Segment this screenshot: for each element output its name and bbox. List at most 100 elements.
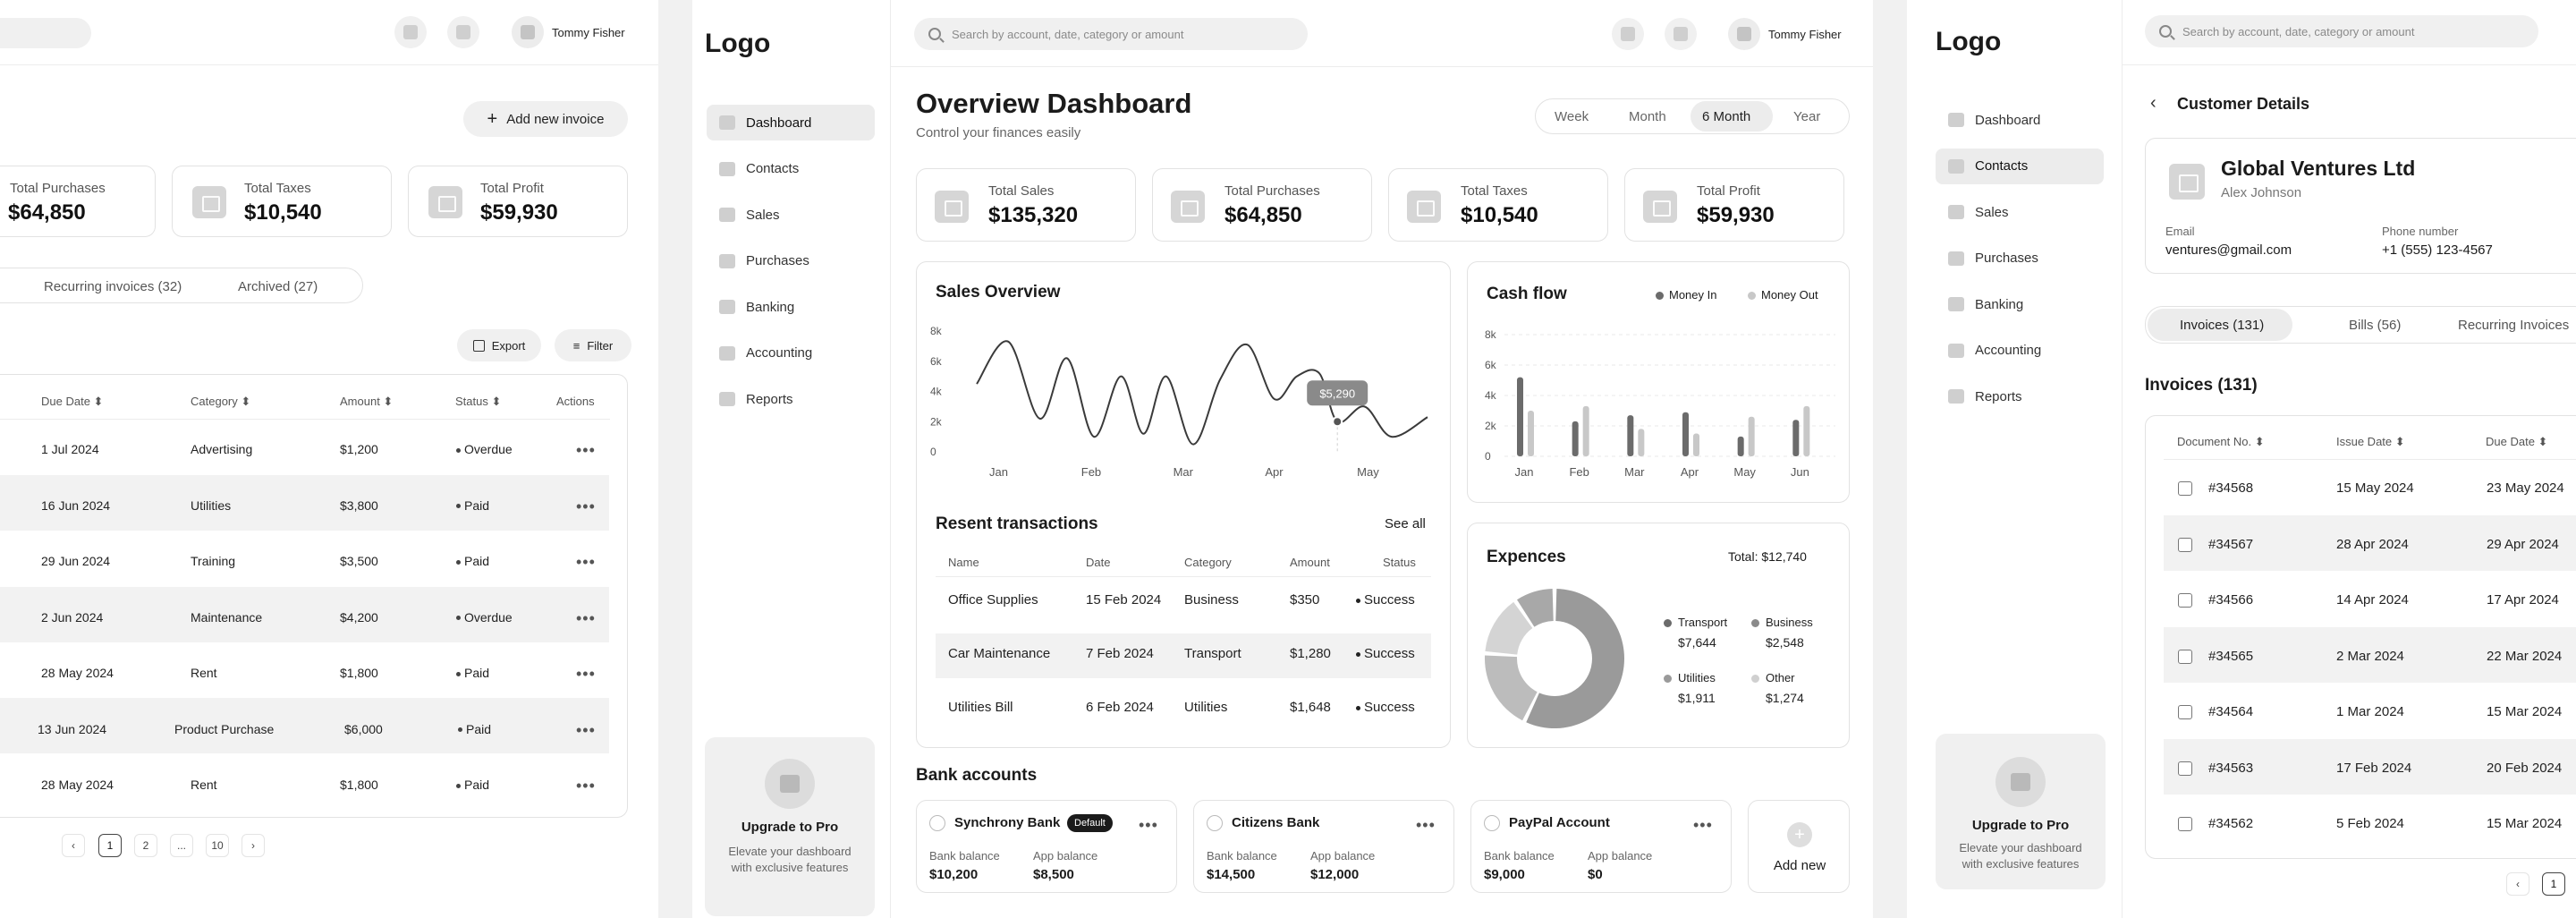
- sidebar-item-dashboard[interactable]: Dashboard: [707, 105, 875, 140]
- sidebar-item-dashboard[interactable]: Dashboard: [1936, 102, 2104, 138]
- column-amount[interactable]: Amount ⬍: [340, 395, 394, 408]
- add-new-invoice-button[interactable]: + Add new invoice: [463, 101, 628, 137]
- tab-archived[interactable]: Archived (27): [238, 279, 318, 294]
- image-icon: [719, 345, 735, 361]
- tab-invoices[interactable]: Invoices (131): [2180, 318, 2265, 333]
- filter-button[interactable]: ≡ Filter: [555, 329, 631, 361]
- avatar[interactable]: [512, 16, 544, 48]
- more-actions-icon[interactable]: •••: [576, 553, 596, 571]
- more-actions-icon[interactable]: •••: [576, 497, 596, 515]
- period-year[interactable]: Year: [1793, 109, 1821, 124]
- sidebar-item-purchases[interactable]: Purchases: [1936, 241, 2104, 276]
- sidebar-item-banking[interactable]: Banking: [1936, 286, 2104, 322]
- search-input-partial[interactable]: [0, 18, 91, 48]
- upgrade-card[interactable]: Upgrade to Pro Elevate your dashboard wi…: [1936, 734, 2106, 889]
- status-badge: Overdue: [456, 610, 513, 625]
- divider: [936, 576, 1431, 577]
- export-button[interactable]: Export: [457, 329, 541, 361]
- bank-card[interactable]: Synchrony Bank Default ••• Bank balance $10,…: [916, 800, 1177, 893]
- tab-recurring-invoices[interactable]: Recurring Invoices: [2458, 318, 2570, 333]
- next-page-button[interactable]: ›: [242, 834, 265, 857]
- search-input[interactable]: Search by account, date, category or amo…: [914, 18, 1308, 50]
- due-date-cell: 1 Jul 2024: [41, 442, 99, 456]
- image-icon-button[interactable]: [1612, 18, 1644, 50]
- search-input[interactable]: Search by account, date, category or amo…: [2145, 15, 2538, 47]
- period-6-month[interactable]: 6 Month: [1702, 109, 1751, 124]
- phone-value[interactable]: +1 (555) 123-4567: [2382, 242, 2493, 258]
- more-actions-icon[interactable]: •••: [1693, 816, 1713, 834]
- avatar[interactable]: [1728, 18, 1760, 50]
- page-button-2[interactable]: 2: [134, 834, 157, 857]
- sidebar-item-sales[interactable]: Sales: [707, 197, 875, 233]
- tx-category: Business: [1184, 592, 1239, 608]
- row-checkbox[interactable]: [2178, 593, 2192, 608]
- bar-money-out: [1693, 433, 1699, 456]
- row-checkbox[interactable]: [2178, 481, 2192, 496]
- tab-bills[interactable]: Bills (56): [2349, 318, 2402, 333]
- column-category[interactable]: Category ⬍: [191, 395, 251, 408]
- row-checkbox[interactable]: [2178, 705, 2192, 719]
- sidebar-item-accounting[interactable]: Accounting: [707, 336, 875, 371]
- row-checkbox[interactable]: [2178, 537, 2192, 552]
- status-badge: Paid: [456, 554, 489, 568]
- status-label: Paid: [464, 666, 490, 680]
- sidebar-item-contacts[interactable]: Contacts: [1936, 148, 2104, 184]
- upgrade-card[interactable]: Upgrade to Pro Elevate your dashboard wi…: [705, 737, 875, 916]
- row-checkbox[interactable]: [2178, 649, 2192, 664]
- column-due-date[interactable]: Due Date ⬍: [41, 395, 104, 408]
- sidebar-item-purchases[interactable]: Purchases: [707, 243, 875, 279]
- sidebar-item-accounting[interactable]: Accounting: [1936, 333, 2104, 369]
- legend-swatch: [1751, 675, 1759, 683]
- add-new-bank-button[interactable]: + Add new: [1748, 800, 1850, 893]
- tab-recurring-invoices[interactable]: Recurring invoices (32): [44, 279, 182, 294]
- sidebar-item-reports[interactable]: Reports: [707, 381, 875, 417]
- status-label: Success: [1364, 592, 1415, 608]
- column-issue-date[interactable]: Issue Date ⬍: [2336, 435, 2405, 448]
- more-actions-icon[interactable]: •••: [1416, 816, 1436, 834]
- period-month[interactable]: Month: [1629, 109, 1666, 124]
- document-number[interactable]: #34563: [2208, 760, 2254, 776]
- column-status[interactable]: Status ⬍: [455, 395, 502, 408]
- more-actions-icon[interactable]: •••: [576, 665, 596, 683]
- x-tick-label: Feb: [1569, 465, 1589, 479]
- sidebar-item-contacts[interactable]: Contacts: [707, 151, 875, 187]
- document-number[interactable]: #34568: [2208, 480, 2254, 496]
- more-actions-icon[interactable]: •••: [576, 720, 596, 739]
- prev-page-button[interactable]: ‹: [62, 834, 85, 857]
- sidebar-item-banking[interactable]: Banking: [707, 289, 875, 325]
- image-icon-button[interactable]: [394, 16, 427, 48]
- bar-money-in: [1627, 415, 1634, 456]
- more-actions-icon[interactable]: •••: [576, 777, 596, 795]
- document-number[interactable]: #34565: [2208, 648, 2254, 664]
- document-number[interactable]: #34567: [2208, 536, 2254, 552]
- row-checkbox[interactable]: [2178, 817, 2192, 831]
- page-button-10[interactable]: 10: [206, 834, 229, 857]
- image-icon: [1171, 191, 1205, 223]
- email-value[interactable]: ventures@gmail.com: [2165, 242, 2292, 258]
- document-number[interactable]: #34562: [2208, 816, 2254, 831]
- image-icon-button[interactable]: [447, 16, 479, 48]
- more-actions-icon[interactable]: •••: [1139, 816, 1158, 834]
- page-button-1[interactable]: 1: [2542, 872, 2565, 896]
- image-icon-button[interactable]: [1665, 18, 1697, 50]
- page-button-1[interactable]: 1: [98, 834, 122, 857]
- more-actions-icon[interactable]: •••: [576, 441, 596, 459]
- bank-card[interactable]: PayPal Account ••• Bank balance $9,000 App b…: [1470, 800, 1732, 893]
- sidebar-item-sales[interactable]: Sales: [1936, 194, 2104, 230]
- period-week[interactable]: Week: [1555, 109, 1589, 124]
- document-number[interactable]: #34564: [2208, 704, 2254, 719]
- hover-point[interactable]: [1332, 416, 1343, 428]
- logo[interactable]: Logo: [705, 29, 771, 58]
- logo[interactable]: Logo: [1936, 27, 2002, 56]
- more-actions-icon[interactable]: •••: [576, 608, 596, 627]
- prev-page-button[interactable]: ‹: [2506, 872, 2529, 896]
- bank-card[interactable]: Citizens Bank ••• Bank balance $14,500 App b…: [1193, 800, 1454, 893]
- row-checkbox[interactable]: [2178, 761, 2192, 776]
- status-dot: [456, 783, 461, 788]
- sidebar-item-reports[interactable]: Reports: [1936, 378, 2104, 414]
- column-document-no[interactable]: Document No. ⬍: [2177, 435, 2265, 448]
- document-number[interactable]: #34566: [2208, 592, 2254, 608]
- back-arrow-icon[interactable]: ‹: [2150, 93, 2157, 113]
- column-due-date[interactable]: Due Date ⬍: [2486, 435, 2548, 448]
- see-all-link[interactable]: See all: [1385, 516, 1426, 531]
